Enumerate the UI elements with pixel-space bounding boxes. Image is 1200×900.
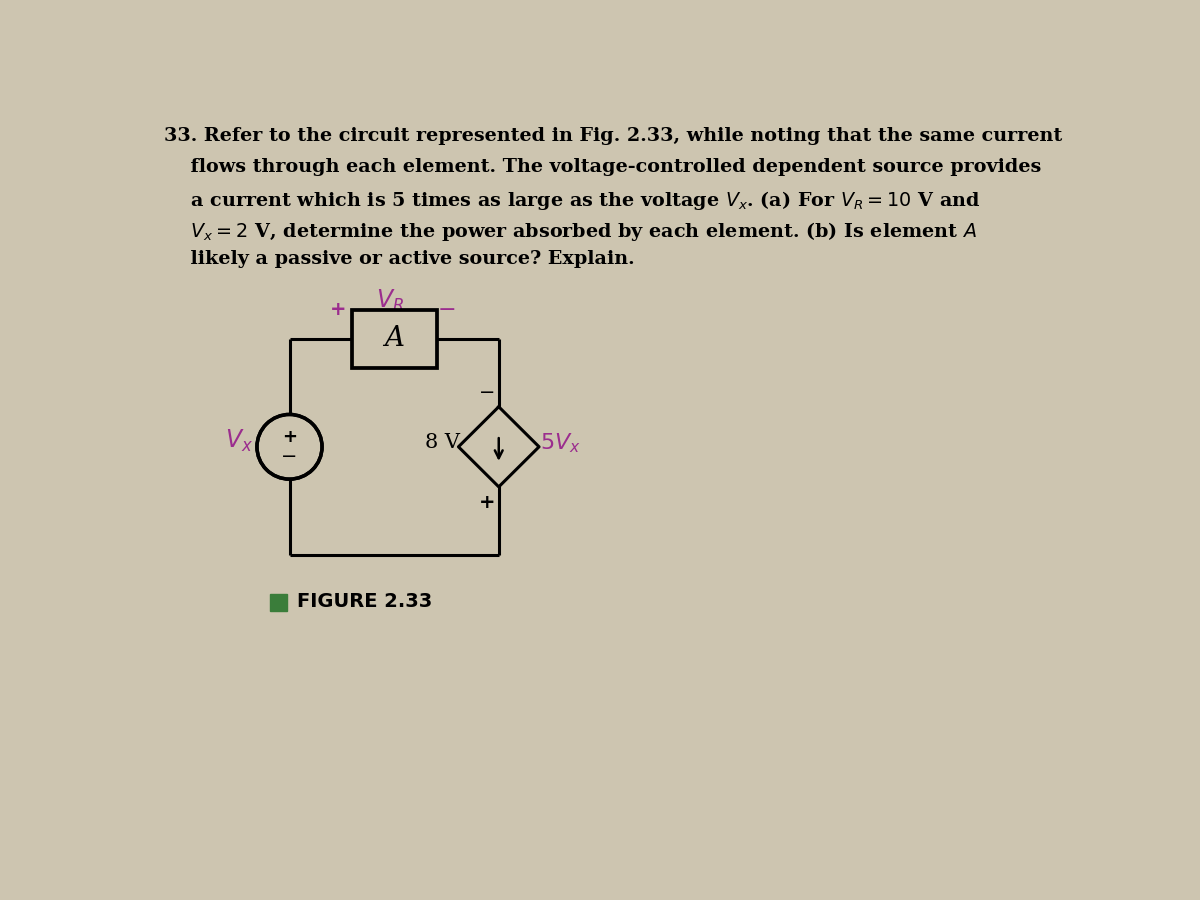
Bar: [270, 594, 287, 611]
Text: −: −: [438, 300, 456, 319]
Circle shape: [257, 415, 322, 479]
Text: $V_x$: $V_x$: [226, 428, 253, 454]
Text: +: +: [282, 428, 298, 446]
Text: −: −: [479, 383, 496, 402]
Text: A: A: [384, 326, 404, 353]
Text: FIGURE 2.33: FIGURE 2.33: [298, 592, 432, 611]
Text: +: +: [479, 492, 496, 512]
Text: 8 V: 8 V: [425, 434, 460, 453]
Polygon shape: [458, 407, 539, 487]
Text: −: −: [281, 447, 298, 466]
Text: +: +: [330, 301, 347, 320]
Text: flows through each element. The voltage-controlled dependent source provides: flows through each element. The voltage-…: [164, 158, 1042, 176]
Text: $V_R$: $V_R$: [377, 287, 404, 313]
Bar: [352, 310, 437, 368]
Text: a current which is 5 times as large as the voltage $V_x$. (a) For $V_R = 10$ V a: a current which is 5 times as large as t…: [164, 189, 980, 212]
Text: likely a passive or active source? Explain.: likely a passive or active source? Expla…: [164, 250, 635, 268]
Text: 33. Refer to the circuit represented in Fig. 2.33, while noting that the same cu: 33. Refer to the circuit represented in …: [164, 127, 1062, 145]
Text: $5V_x$: $5V_x$: [540, 431, 581, 454]
Text: $V_x = 2$ V, determine the power absorbed by each element. (b) Is element $A$: $V_x = 2$ V, determine the power absorbe…: [164, 220, 977, 243]
